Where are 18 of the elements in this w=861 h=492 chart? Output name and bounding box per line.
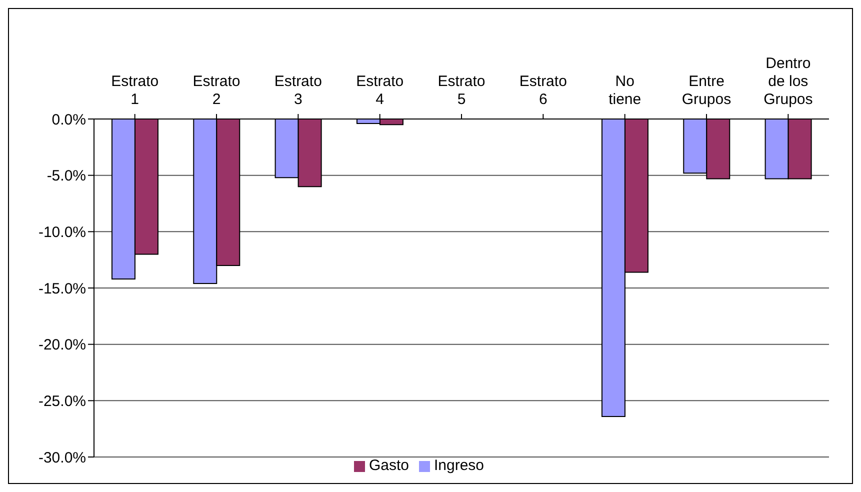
x-tick-label: Dentro de los Grupos (764, 55, 813, 108)
y-tick-label: -30.0% (38, 449, 86, 466)
y-tick-label: -5.0% (46, 168, 86, 185)
x-tick-label: Estrato 1 (111, 73, 159, 108)
x-tick-label: Estrato 5 (438, 73, 486, 108)
x-tick-label: Estrato 3 (274, 73, 322, 108)
x-tick-label: Estrato 6 (519, 73, 567, 108)
y-tick-label: -15.0% (38, 280, 86, 298)
y-tick-label: -25.0% (38, 392, 86, 410)
x-tick-label: Estrato 2 (192, 73, 240, 108)
x-tick-label: No tiene (608, 73, 642, 108)
x-tick-label: Entre Grupos (682, 73, 732, 108)
y-tick-label: -10.0% (38, 224, 86, 241)
legend-label: Gasto (368, 457, 409, 474)
legend-label: Ingreso (434, 457, 484, 474)
y-tick-label: 0.0% (52, 111, 86, 128)
x-tick-label: Estrato 4 (356, 73, 404, 108)
y-tick-label: -20.0% (38, 336, 86, 354)
